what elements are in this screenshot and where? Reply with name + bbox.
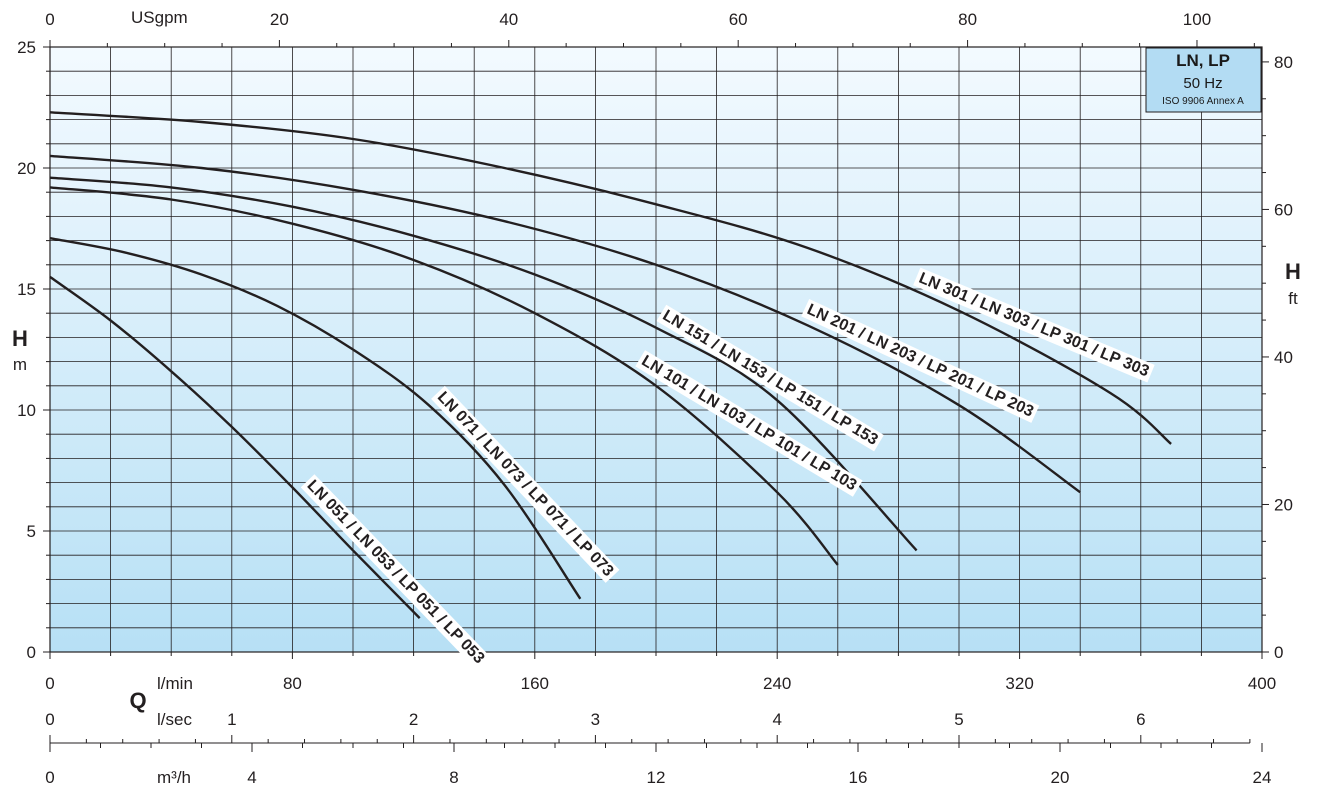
usgpm-tick-label: 100 xyxy=(1183,10,1211,29)
curve-label-background xyxy=(300,474,491,671)
legend-box: LN, LP 50 Hz ISO 9906 Annex A xyxy=(1145,47,1262,113)
pump-curve xyxy=(49,275,421,619)
x-axis-title: Q xyxy=(129,688,146,713)
pump-curve xyxy=(49,111,1172,445)
y-axis-title-right: H xyxy=(1285,259,1301,284)
lsec-tick-label: 6 xyxy=(1136,710,1145,729)
curve-label-background xyxy=(431,385,620,583)
lsec-tick-label: 2 xyxy=(409,710,418,729)
curve-label-background xyxy=(656,304,884,452)
m3h-tick-label: 20 xyxy=(1051,768,1070,787)
pump-curves xyxy=(49,111,1172,619)
pump-curve xyxy=(49,154,1081,494)
m3h-tick-label: 4 xyxy=(247,768,256,787)
h-m-tick-label: 20 xyxy=(17,159,36,178)
lsec-tick-label: 5 xyxy=(954,710,963,729)
lsec-tick-label: 3 xyxy=(591,710,600,729)
usgpm-tick-label: 20 xyxy=(270,10,289,29)
lsec-tick-label: 4 xyxy=(772,710,781,729)
usgpm-tick-label: 40 xyxy=(499,10,518,29)
lmin-tick-label: 320 xyxy=(1005,674,1033,693)
y-axis-unit-left: m xyxy=(13,355,27,374)
lsec-tick-label: 0 xyxy=(45,710,54,729)
h-ft-tick-label: 20 xyxy=(1274,495,1293,514)
usgpm-unit: USgpm xyxy=(131,8,188,27)
lmin-tick-label: 400 xyxy=(1248,674,1276,693)
h-ft-tick-label: 0 xyxy=(1274,643,1283,662)
legend-title: LN, LP xyxy=(1176,51,1230,70)
m3h-tick-label: 24 xyxy=(1253,768,1272,787)
lmin-tick-label: 0 xyxy=(45,674,54,693)
pump-curve xyxy=(49,176,918,552)
h-m-tick-label: 5 xyxy=(27,522,36,541)
usgpm-tick-label: 80 xyxy=(958,10,977,29)
lmin-tick-label: 80 xyxy=(283,674,302,693)
curve-label-background xyxy=(801,298,1040,423)
curve-label-background xyxy=(635,350,863,497)
pump-curve xyxy=(49,237,582,600)
lsec-unit: l/sec xyxy=(157,710,192,729)
grid xyxy=(50,47,1262,652)
usgpm-tick-label: 0 xyxy=(45,10,54,29)
curve-label-background xyxy=(913,267,1155,383)
lmin-unit: l/min xyxy=(157,674,193,693)
y-axis-unit-right: ft xyxy=(1288,289,1298,308)
m3h-tick-label: 8 xyxy=(449,768,458,787)
h-m-tick-label: 10 xyxy=(17,401,36,420)
h-ft-tick-label: 60 xyxy=(1274,200,1293,219)
y-axis-title-left: H xyxy=(12,326,28,351)
h-m-tick-label: 15 xyxy=(17,280,36,299)
h-m-tick-label: 25 xyxy=(17,38,36,57)
h-m-tick-label: 0 xyxy=(27,643,36,662)
m3h-tick-label: 16 xyxy=(849,768,868,787)
m3h-tick-label: 0 xyxy=(45,768,54,787)
lmin-tick-label: 240 xyxy=(763,674,791,693)
usgpm-tick-label: 60 xyxy=(729,10,748,29)
h-ft-tick-label: 40 xyxy=(1274,348,1293,367)
legend-frequency: 50 Hz xyxy=(1183,75,1222,92)
lmin-tick-label: 160 xyxy=(521,674,549,693)
m3h-tick-label: 12 xyxy=(647,768,666,787)
h-ft-tick-label: 80 xyxy=(1274,53,1293,72)
m3h-unit: m³/h xyxy=(157,768,191,787)
legend-standard: ISO 9906 Annex A xyxy=(1162,96,1244,107)
pump-curve xyxy=(49,186,839,566)
lsec-tick-label: 1 xyxy=(227,710,236,729)
